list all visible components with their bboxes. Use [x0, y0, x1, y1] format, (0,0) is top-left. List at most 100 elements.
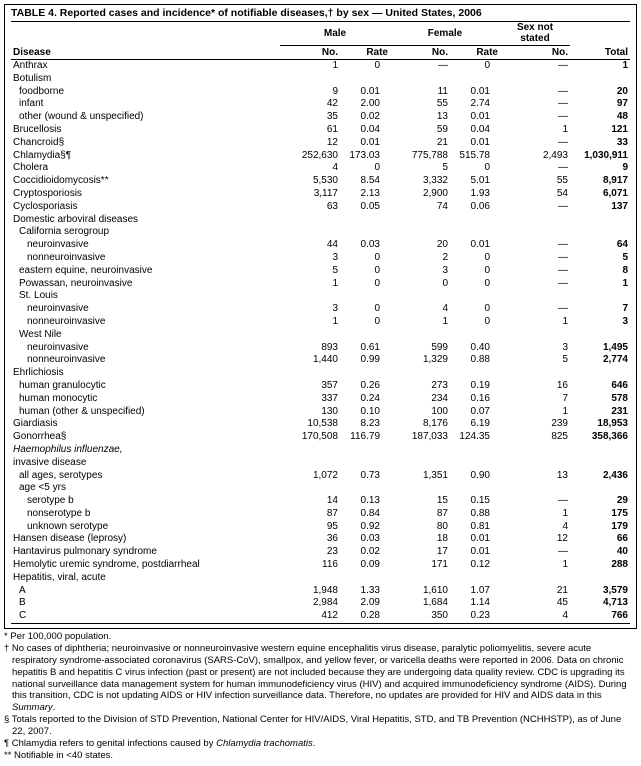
male-no-cell — [280, 572, 340, 585]
sns-cell: 21 — [500, 585, 570, 598]
female-rate-cell: 0 — [450, 265, 500, 278]
male-no-cell: 35 — [280, 111, 340, 124]
sns-cell: 3 — [500, 342, 570, 355]
sns-cell: 16 — [500, 380, 570, 393]
male-rate-cell: 0 — [340, 316, 390, 329]
male-rate-cell: 0.03 — [340, 239, 390, 252]
sns-cell — [500, 290, 570, 303]
disease-cell: Ehrlichiosis — [11, 367, 280, 380]
total-cell — [570, 444, 630, 457]
male-rate-cell: 0.26 — [340, 380, 390, 393]
table-row: Botulism — [11, 73, 630, 86]
disease-cell: all ages, serotypes — [11, 470, 280, 483]
table-row: Cholera4050—9 — [11, 162, 630, 175]
female-rate-cell: 2.74 — [450, 98, 500, 111]
disease-cell: human (other & unspecified) — [11, 406, 280, 419]
disease-cell: nonserotype b — [11, 508, 280, 521]
female-rate-cell — [450, 457, 500, 470]
disease-cell: nonneuroinvasive — [11, 316, 280, 329]
total-cell: 3,579 — [570, 585, 630, 598]
total-cell: 2,774 — [570, 354, 630, 367]
female-rate-cell — [450, 329, 500, 342]
total-cell: 6,071 — [570, 188, 630, 201]
header-total: Total — [570, 46, 630, 60]
total-cell: 288 — [570, 559, 630, 572]
female-no-cell — [390, 73, 450, 86]
male-no-cell: 1 — [280, 60, 340, 73]
female-rate-cell: 124.35 — [450, 431, 500, 444]
male-rate-cell: 0.05 — [340, 201, 390, 214]
disease-cell: Chancroid§ — [11, 137, 280, 150]
table-row: invasive disease — [11, 457, 630, 470]
disease-cell: Hemolytic uremic syndrome, postdiarrheal — [11, 559, 280, 572]
female-no-cell: 11 — [390, 86, 450, 99]
table-row: nonneuroinvasive1,4400.991,3290.8852,774 — [11, 354, 630, 367]
sns-cell: — — [500, 60, 570, 73]
disease-cell: Hepatitis, viral, acute — [11, 572, 280, 585]
disease-cell: Anthrax — [11, 60, 280, 73]
female-no-cell — [390, 482, 450, 495]
female-rate-cell — [450, 367, 500, 380]
total-cell: 33 — [570, 137, 630, 150]
sns-cell: 1 — [500, 406, 570, 419]
disease-cell: other (wound & unspecified) — [11, 111, 280, 124]
table-row: nonserotype b870.84870.881175 — [11, 508, 630, 521]
disease-cell: foodborne — [11, 86, 280, 99]
female-rate-cell — [450, 444, 500, 457]
female-rate-cell: 0.01 — [450, 533, 500, 546]
total-cell: 578 — [570, 393, 630, 406]
total-cell — [570, 73, 630, 86]
male-rate-cell — [340, 367, 390, 380]
female-rate-cell: 0.01 — [450, 239, 500, 252]
male-no-cell — [280, 73, 340, 86]
table-row: unknown serotype950.92800.814179 — [11, 521, 630, 534]
male-no-cell — [280, 482, 340, 495]
male-no-cell — [280, 457, 340, 470]
male-rate-cell: 0 — [340, 265, 390, 278]
female-rate-cell: 0.04 — [450, 124, 500, 137]
disease-cell: B — [11, 597, 280, 610]
total-cell — [570, 214, 630, 227]
table-row: St. Louis — [11, 290, 630, 303]
sns-cell: 4 — [500, 521, 570, 534]
disease-cell: Cyclosporiasis — [11, 201, 280, 214]
table-row: all ages, serotypes1,0720.731,3510.90132… — [11, 470, 630, 483]
male-rate-cell: 0.01 — [340, 86, 390, 99]
table-row: California serogroup — [11, 226, 630, 239]
male-rate-cell: 0 — [340, 252, 390, 265]
male-no-cell: 4 — [280, 162, 340, 175]
female-rate-cell: 0.01 — [450, 137, 500, 150]
female-rate-cell: 0.90 — [450, 470, 500, 483]
disease-cell: Chlamydia§¶ — [11, 150, 280, 163]
disease-cell: Brucellosis — [11, 124, 280, 137]
male-no-cell: 5,530 — [280, 175, 340, 188]
male-no-cell: 1 — [280, 278, 340, 291]
table-row: Coccidioidomycosis**5,5308.543,3325.0155… — [11, 175, 630, 188]
female-rate-cell: 0 — [450, 278, 500, 291]
female-rate-cell: 1.14 — [450, 597, 500, 610]
disease-cell: C — [11, 610, 280, 623]
footnotes: * Per 100,000 population.† No cases of d… — [4, 631, 637, 762]
female-no-cell: 234 — [390, 393, 450, 406]
female-rate-cell: 0.16 — [450, 393, 500, 406]
female-rate-cell: 0.01 — [450, 86, 500, 99]
female-no-cell: 8,176 — [390, 418, 450, 431]
table-body: Anthrax10—0—1Botulismfoodborne90.01110.0… — [11, 60, 630, 624]
header-male: Male — [280, 22, 390, 46]
total-cell — [570, 367, 630, 380]
sns-cell: — — [500, 201, 570, 214]
sns-cell — [500, 444, 570, 457]
male-no-cell: 893 — [280, 342, 340, 355]
disease-cell: Botulism — [11, 73, 280, 86]
male-rate-cell: 8.54 — [340, 175, 390, 188]
male-rate-cell — [340, 214, 390, 227]
female-no-cell — [390, 214, 450, 227]
female-no-cell: 15 — [390, 495, 450, 508]
male-no-cell — [280, 444, 340, 457]
female-rate-cell: 0.01 — [450, 546, 500, 559]
disease-cell: St. Louis — [11, 290, 280, 303]
total-cell — [570, 457, 630, 470]
table-row: Hantavirus pulmonary syndrome230.02170.0… — [11, 546, 630, 559]
female-rate-cell: 0 — [450, 252, 500, 265]
male-no-cell: 61 — [280, 124, 340, 137]
